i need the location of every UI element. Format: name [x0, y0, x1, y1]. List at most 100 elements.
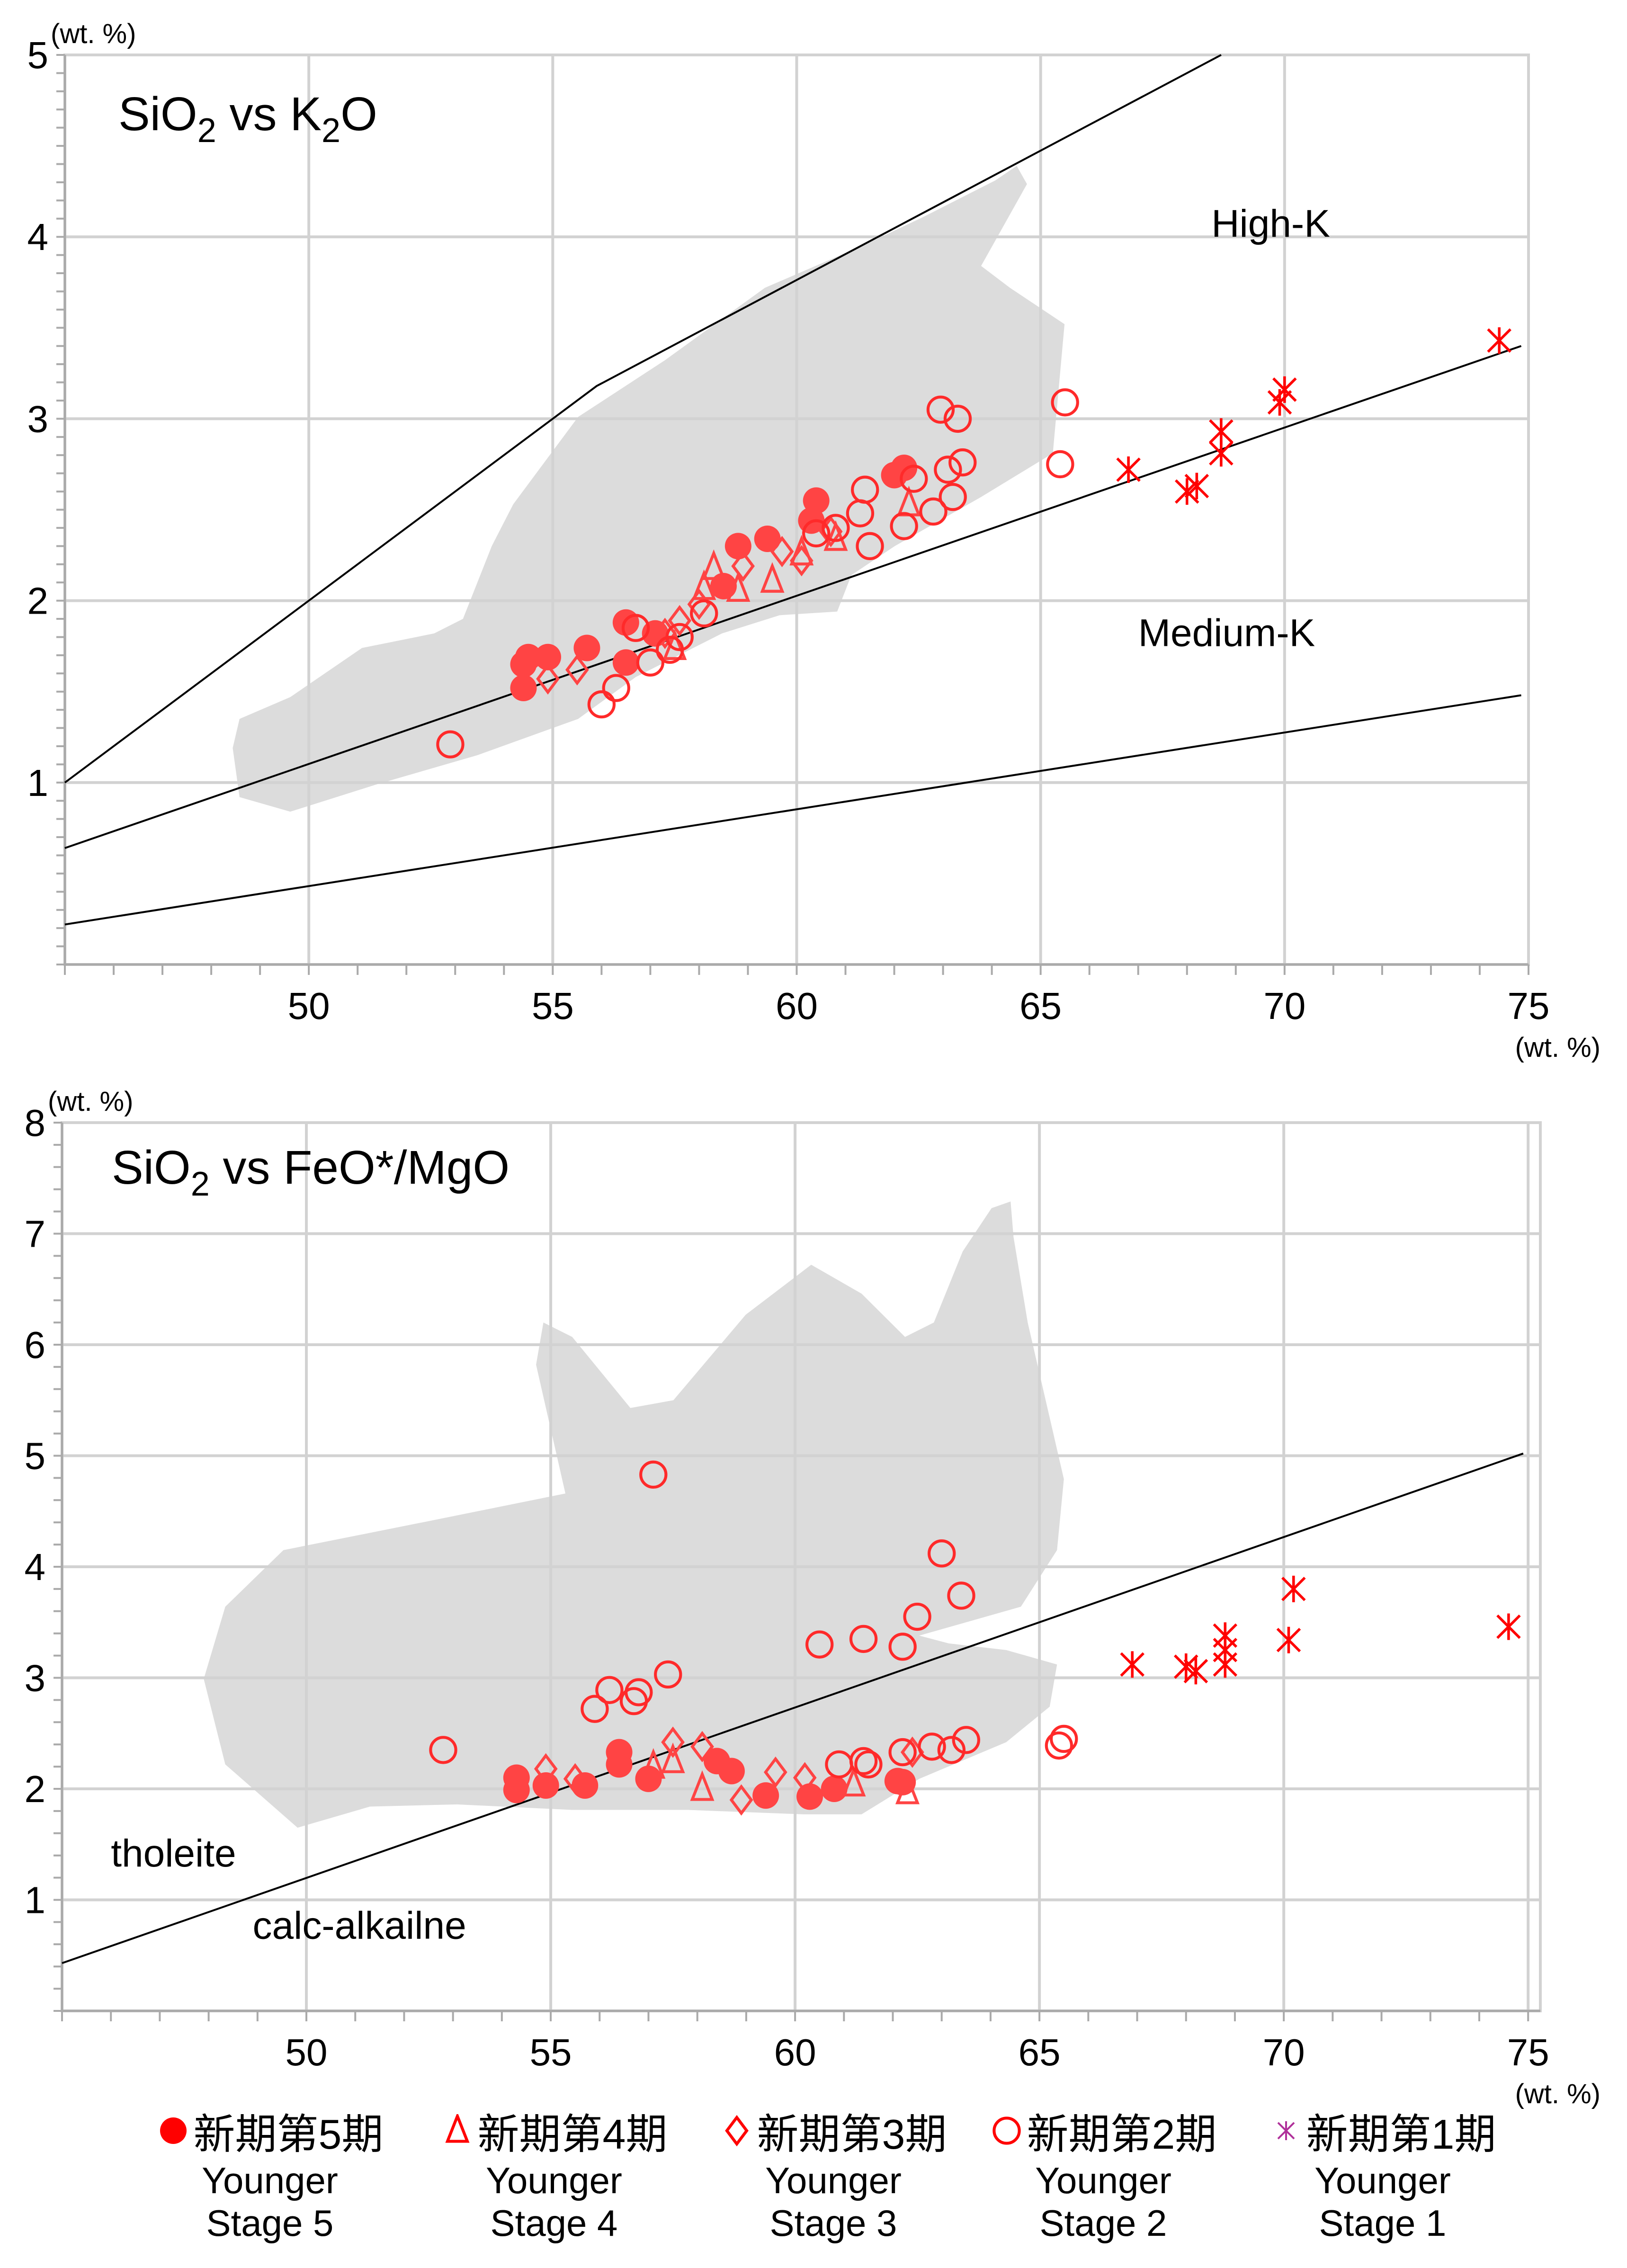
marker-filled-circle — [889, 1768, 916, 1795]
legend-en-label: Stage 4 — [490, 2202, 618, 2244]
marker-open-circle — [849, 1625, 878, 1653]
marker-triangle — [726, 571, 751, 602]
legend-item-stage4: 新期第4期 Younger Stage 4 — [421, 2102, 687, 2244]
y-tick-label: 1 — [27, 762, 49, 804]
marker-filled-circle — [754, 525, 781, 552]
marker-open-circle — [619, 1687, 648, 1715]
marker-triangle — [641, 1748, 666, 1779]
legend-en-label: Younger — [765, 2160, 902, 2201]
marker-asterisk — [1116, 456, 1141, 483]
marker-open-circle — [937, 1736, 966, 1764]
marker-diamond — [661, 1726, 685, 1758]
y-tick-label: 5 — [25, 1435, 46, 1477]
marker-asterisk — [1209, 440, 1234, 467]
legend-en-label: Younger — [1035, 2160, 1171, 2201]
legend-jp-label: 新期第3期 — [757, 2110, 947, 2158]
marker-open-circle — [928, 1539, 956, 1568]
marker-asterisk — [1276, 1626, 1301, 1653]
marker-open-circle — [429, 1736, 457, 1764]
series-younger-stage-4 — [641, 1742, 920, 1804]
marker-open-circle — [602, 674, 630, 702]
boundary-line — [64, 694, 1521, 926]
x-tick-label: 65 — [1019, 2031, 1061, 2073]
y-tick-label: 2 — [25, 1768, 46, 1810]
legend-item-stage5: 新期第5期 Younger Stage 5 — [137, 2102, 402, 2244]
diamond-marker-icon — [724, 2115, 749, 2147]
marker-diamond — [668, 605, 692, 636]
marker-open-circle — [856, 532, 884, 561]
boundary-line — [64, 345, 1522, 849]
chart-title: SiO2 vs FeO*/MgO — [112, 1141, 510, 1203]
marker-open-circle — [690, 599, 718, 628]
marker-open-circle — [636, 648, 665, 677]
marker-asterisk — [1487, 327, 1511, 354]
marker-filled-circle — [503, 1777, 530, 1804]
y-tick-label: 4 — [25, 1546, 46, 1588]
marker-diamond — [763, 1756, 787, 1788]
marker-triangle — [661, 1742, 685, 1773]
x-unit-label: (wt. %) — [1515, 1032, 1600, 1063]
marker-open-circle — [639, 1460, 668, 1489]
open-circle-marker-icon — [992, 2116, 1021, 2145]
marker-open-circle — [587, 690, 616, 719]
marker-filled-circle — [724, 533, 751, 560]
y-tick-label: 2 — [27, 580, 49, 622]
marker-open-circle — [890, 512, 918, 540]
marker-asterisk — [1277, 2121, 1295, 2140]
marker-triangle — [445, 2114, 470, 2143]
marker-diamond — [565, 654, 589, 686]
marker-open-circle — [900, 464, 928, 493]
legend: 新期第5期 Younger Stage 5 新期第4期 Younger Stag… — [0, 2102, 1627, 2268]
marker-filled-circle — [803, 487, 830, 514]
legend-jp-label: 新期第5期 — [193, 2110, 384, 2158]
y-tick-label: 1 — [25, 1879, 46, 1921]
region-label: High-K — [1211, 202, 1330, 245]
x-tick-label: 70 — [1263, 985, 1305, 1027]
reference-field — [204, 1201, 1064, 1828]
y-tick-label: 5 — [27, 34, 49, 76]
legend-item-stage3: 新期第3期 Younger Stage 3 — [701, 2102, 966, 2244]
marker-open-circle — [903, 1602, 931, 1631]
marker-open-circle — [822, 514, 850, 542]
series-younger-stage-1 — [1116, 327, 1511, 505]
marker-diamond — [731, 550, 755, 582]
marker-asterisk — [1120, 1651, 1144, 1678]
marker-filled-circle — [635, 1765, 662, 1792]
marker-asterisk — [1213, 1636, 1238, 1663]
marker-open-circle — [854, 1750, 883, 1779]
marker-diamond — [770, 536, 794, 567]
marker-diamond — [789, 545, 814, 577]
marker-triangle — [823, 520, 848, 551]
series-younger-stage-2 — [429, 1460, 1078, 1779]
series-younger-stage-3 — [536, 516, 843, 695]
marker-triangle — [701, 549, 726, 580]
marker-open-circle — [805, 1630, 834, 1659]
boundary-line — [62, 1452, 1524, 1964]
marker-open-circle — [846, 499, 875, 527]
marker-asterisk — [1173, 1653, 1198, 1680]
legend-en-label: Stage 5 — [206, 2202, 334, 2244]
marker-open-circle — [1050, 1724, 1078, 1753]
marker-filled-circle — [532, 1772, 559, 1799]
filled-circle-marker-icon — [160, 2117, 187, 2144]
marker-open-circle — [802, 519, 831, 548]
marker-open-circle — [943, 404, 972, 433]
legend-en-label: Younger — [486, 2160, 622, 2201]
y-tick-label: 3 — [27, 398, 49, 440]
legend-jp-label: 新期第4期 — [477, 2110, 668, 2158]
marker-asterisk — [1183, 1658, 1208, 1685]
marker-filled-circle — [718, 1758, 745, 1785]
marker-open-circle — [654, 1660, 682, 1689]
legend-en-label: Stage 3 — [769, 2202, 897, 2244]
y-tick-label: 4 — [27, 216, 49, 258]
marker-filled-circle — [515, 643, 542, 670]
marker-diamond — [690, 1731, 714, 1763]
marker-open-circle — [581, 1695, 609, 1723]
x-tick-label: 55 — [530, 2031, 572, 2073]
region-label: tholeite — [111, 1832, 236, 1875]
marker-open-circle — [939, 482, 967, 511]
legend-jp-label: 新期第2期 — [1027, 2110, 1217, 2158]
y-tick-label: 7 — [25, 1213, 46, 1255]
